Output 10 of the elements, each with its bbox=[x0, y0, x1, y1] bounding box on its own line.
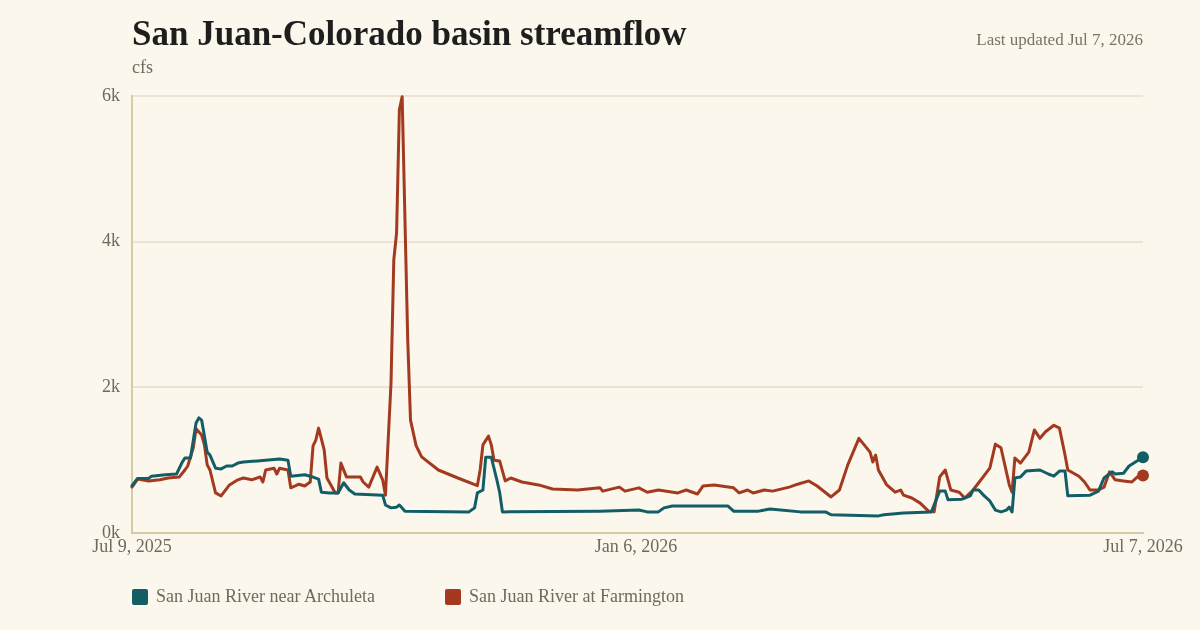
y-tick-label: 2k bbox=[102, 376, 120, 397]
y-axis-title: cfs bbox=[132, 57, 153, 78]
x-tick-label: Jul 7, 2026 bbox=[1103, 535, 1183, 556]
chart-title: San Juan-Colorado basin streamflow bbox=[132, 14, 687, 54]
text: Last updated Jul 7, 2026 bbox=[976, 30, 1143, 50]
y-tick-label: 6k bbox=[102, 84, 120, 105]
legend-label: San Juan River at Farmington bbox=[468, 586, 684, 607]
y-tick-label: 4k bbox=[102, 230, 120, 251]
x-tick-label: Jan 6, 2026 bbox=[594, 535, 678, 556]
legend-label: San Juan River near Archuleta bbox=[156, 586, 375, 607]
